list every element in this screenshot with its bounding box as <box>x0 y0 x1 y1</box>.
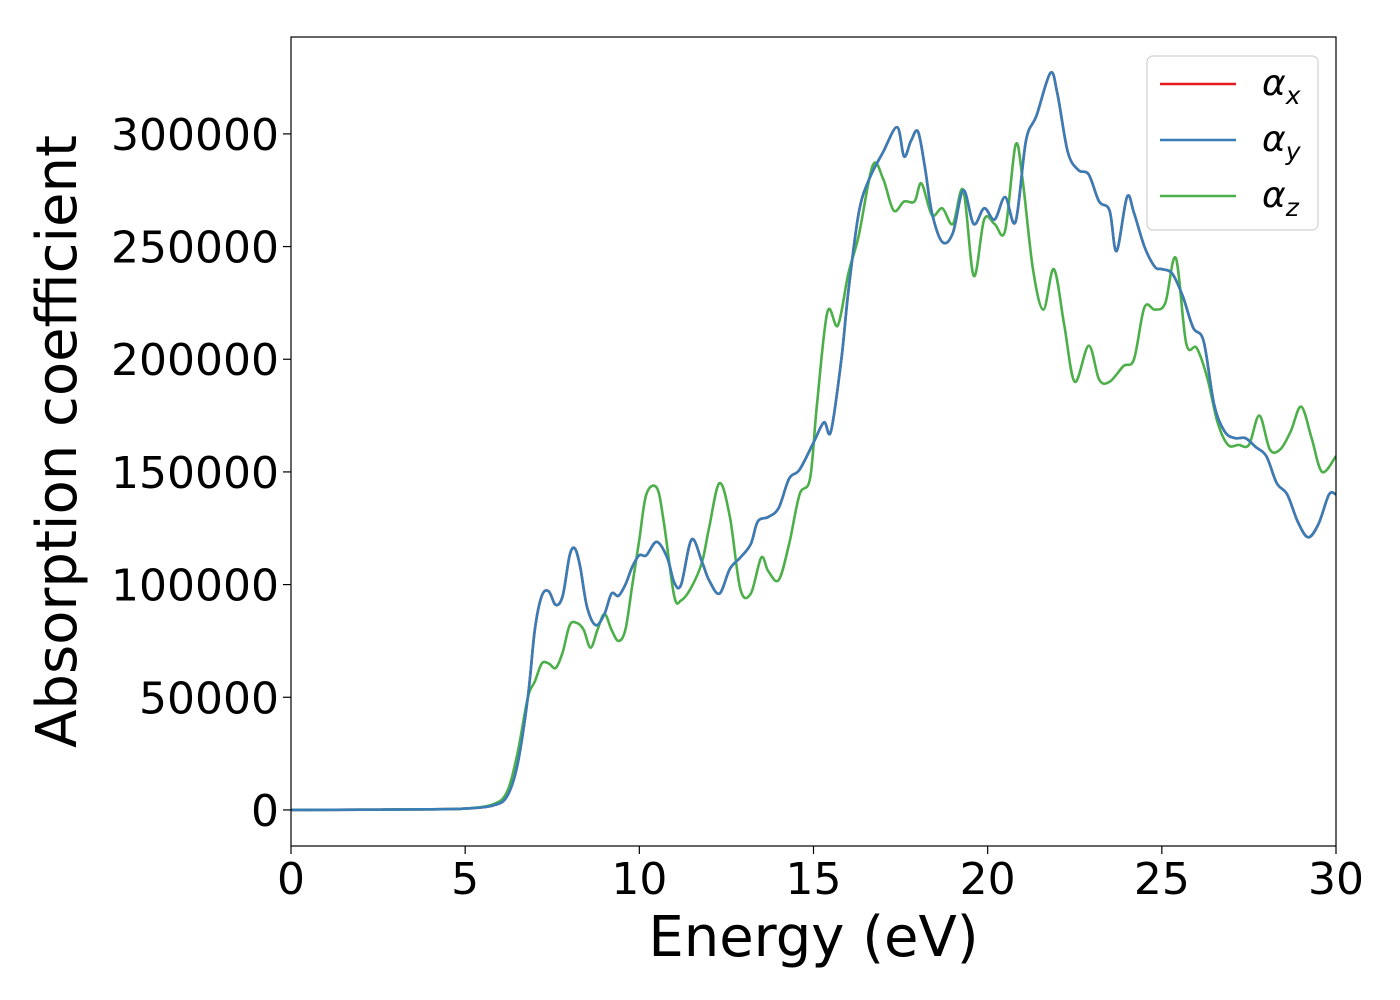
x-tick-label: 20 <box>960 854 1016 905</box>
legend-box <box>1146 55 1319 231</box>
legend: αx αy αz <box>1146 55 1319 231</box>
series-layer <box>291 71 1336 812</box>
y-tick-label: 250000 <box>111 223 279 274</box>
series-line-z <box>291 141 1336 812</box>
x-tick-label: 25 <box>1134 854 1190 905</box>
y-tick-label: 300000 <box>111 110 279 161</box>
x-axis: 0 5 10 15 20 25 30 <box>277 846 1364 905</box>
x-tick-label: 10 <box>611 854 667 905</box>
legend-label-y: αy <box>1262 119 1302 166</box>
y-tick-label: 100000 <box>111 561 279 612</box>
y-tick-label: 150000 <box>111 448 279 499</box>
y-tick-label: 200000 <box>111 335 279 386</box>
legend-label-z: αz <box>1262 175 1300 222</box>
x-tick-label: 30 <box>1308 854 1364 905</box>
x-tick-label: 15 <box>786 854 842 905</box>
x-tick-label: 5 <box>451 854 479 905</box>
y-axis-label: Absorption coefficient <box>25 135 90 748</box>
y-tick-label: 50000 <box>139 673 279 724</box>
y-tick-label: 0 <box>251 786 279 837</box>
x-tick-label: 0 <box>277 854 305 905</box>
y-axis: 0 50000 100000 150000 200000 250000 300000 <box>111 110 291 837</box>
x-axis-label: Energy (eV) <box>648 905 978 970</box>
legend-label-x: αx <box>1262 63 1301 110</box>
series-line-y <box>291 71 1336 812</box>
